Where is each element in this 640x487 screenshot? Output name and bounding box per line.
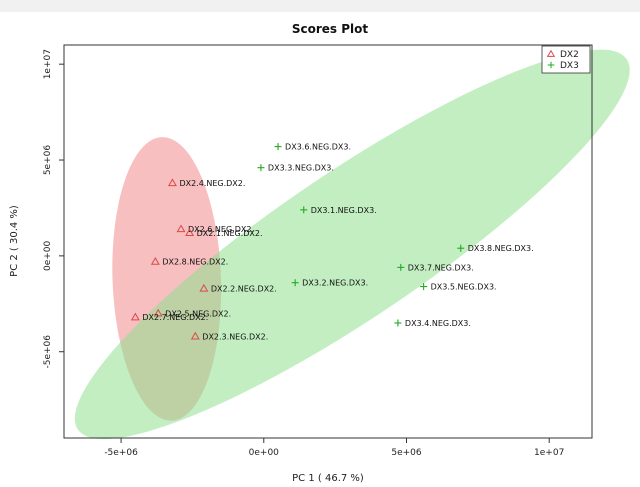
y-tick-label: -5e+06 bbox=[43, 335, 53, 369]
point-label: DX3.1.NEG.DX3. bbox=[311, 206, 377, 215]
x-tick-label: 1e+07 bbox=[534, 448, 564, 458]
top-band bbox=[0, 0, 640, 12]
legend-label-dx2: DX2 bbox=[560, 50, 579, 60]
point-marker-dx3 bbox=[394, 319, 402, 327]
x-axis-label: PC 1 ( 46.7 %) bbox=[292, 473, 364, 484]
point-marker-dx3 bbox=[257, 164, 265, 172]
point-marker-dx2 bbox=[176, 224, 186, 233]
point-label: DX2.6.NEG.DX2. bbox=[188, 225, 254, 234]
y-axis-label: PC 2 ( 30.4 %) bbox=[9, 205, 20, 277]
point-marker-dx2 bbox=[130, 312, 140, 321]
point-label: DX2.7.NEG.DX2. bbox=[142, 313, 208, 322]
point-label: DX2.2.NEG.DX2. bbox=[211, 284, 277, 293]
legend-marker-dx3 bbox=[547, 61, 555, 69]
point-label: DX2.1.NEG.DX2. bbox=[197, 229, 263, 238]
point-label: DX3.7.NEG.DX3. bbox=[408, 263, 474, 272]
plot-area-frame bbox=[63, 44, 593, 439]
chart-title: Scores Plot bbox=[292, 22, 369, 36]
x-tick-label: -5e+06 bbox=[104, 448, 138, 458]
point-marker-dx2 bbox=[150, 257, 160, 265]
point-marker-dx2 bbox=[199, 283, 209, 292]
data-points: DX2.4.NEG.DX2. DX2.6.NEG.DX2.DX2.1.NEG.DX… bbox=[130, 143, 534, 341]
point-label: DX3.8.NEG.DX3. bbox=[468, 244, 534, 253]
point-label: DX2.3.NEG.DX2. bbox=[202, 332, 268, 341]
point-label: DX3.2.NEG.DX3. bbox=[302, 279, 368, 288]
point-marker-dx2 bbox=[190, 331, 200, 340]
point-label: DX2.8.NEG.DX2. bbox=[162, 258, 228, 267]
confidence-ellipses bbox=[74, 49, 630, 440]
y-tick-label: 1e+07 bbox=[43, 49, 53, 79]
point-label: DX2.4.NEG.DX2. bbox=[179, 179, 245, 188]
legend-box bbox=[541, 45, 591, 74]
point-marker-dx3 bbox=[274, 143, 282, 151]
point-label: DX3.5.NEG.DX3. bbox=[431, 283, 497, 292]
point-marker-dx3 bbox=[457, 244, 465, 252]
point-marker-dx2 bbox=[185, 228, 195, 236]
confidence-ellipse-dx3 bbox=[74, 49, 630, 440]
y-axis-ticks: -5e+06 0e+00 5e+06 1e+07 bbox=[43, 49, 64, 368]
point-label: DX3.4.NEG.DX3. bbox=[405, 319, 471, 328]
point-marker-dx3 bbox=[420, 283, 428, 291]
point-marker-dx3 bbox=[300, 206, 308, 214]
point-marker-dx2 bbox=[153, 308, 163, 317]
y-tick-label: 0e+00 bbox=[43, 240, 53, 271]
x-tick-label: 0e+00 bbox=[249, 448, 280, 458]
point-marker-dx2 bbox=[167, 178, 177, 187]
y-tick-label: 5e+06 bbox=[43, 145, 53, 176]
point-marker-dx3 bbox=[397, 263, 405, 271]
point-label: DX3.6.NEG.DX3. bbox=[285, 143, 351, 152]
legend-marker-dx2 bbox=[546, 49, 556, 57]
x-axis-ticks: -5e+06 0e+00 5e+06 1e+07 bbox=[104, 438, 564, 458]
point-marker-dx3 bbox=[291, 279, 299, 287]
legend-label-dx3: DX3 bbox=[560, 61, 579, 71]
point-label: DX2.5.NEG.DX2. bbox=[165, 309, 231, 318]
point-label: DX3.3.NEG.DX3. bbox=[268, 164, 334, 173]
x-tick-label: 5e+06 bbox=[391, 448, 422, 458]
